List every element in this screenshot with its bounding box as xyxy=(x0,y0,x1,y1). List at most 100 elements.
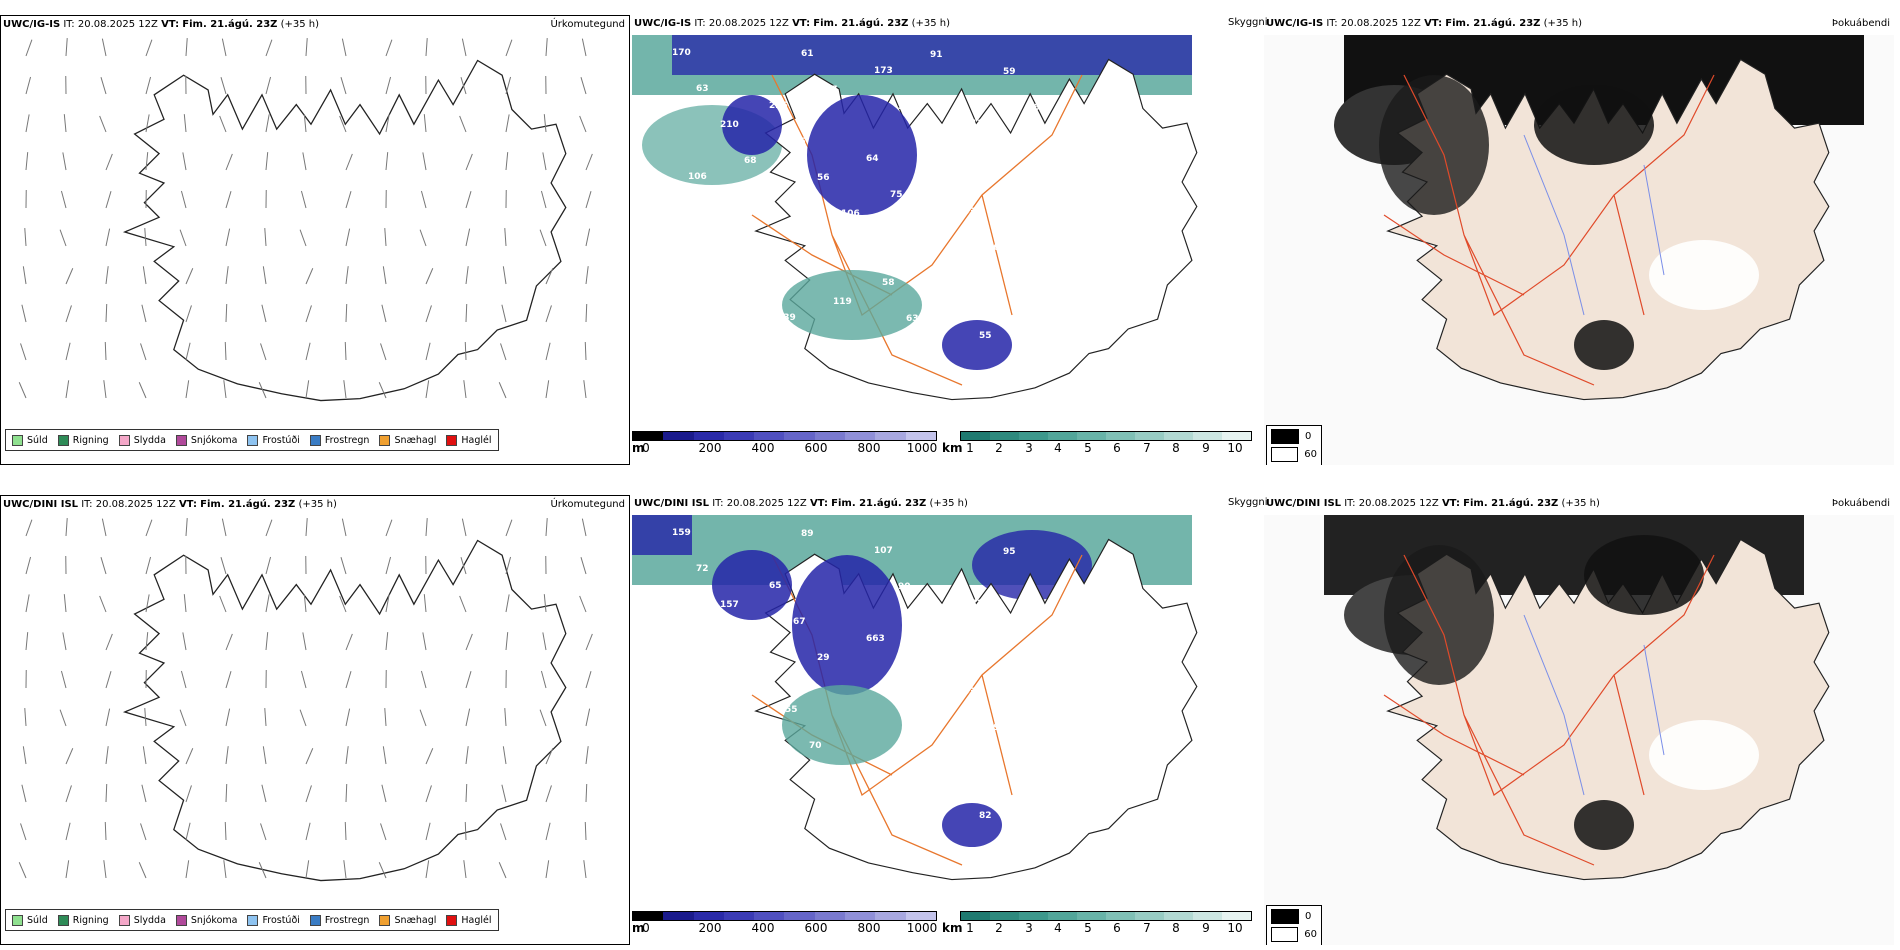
ceiling-label: 94 xyxy=(938,262,951,272)
wind-barb xyxy=(340,557,347,575)
wind-barb xyxy=(505,594,510,613)
wind-barb xyxy=(185,38,188,57)
wind-barb xyxy=(344,342,347,361)
ceiling-label: 58 xyxy=(882,278,895,288)
wind-barb xyxy=(105,228,111,247)
wind-barb xyxy=(104,342,107,361)
wind-barb xyxy=(502,746,507,765)
visibility-panel-top: 170 225 64 63 166 139 173 131 106 134 58 55 63 56 75 86… xyxy=(632,15,1262,465)
ceiling-label: 75 xyxy=(922,138,935,148)
legend-swatch xyxy=(379,434,391,446)
wind-barb xyxy=(385,39,393,57)
wind-barb xyxy=(65,380,70,399)
ceiling-label: 173 xyxy=(874,66,893,76)
legend-item: Rigning xyxy=(57,914,109,926)
legend-swatch xyxy=(12,914,23,926)
ceiling-label: 55 xyxy=(979,331,992,341)
wind-barb xyxy=(505,519,513,537)
wind-barb xyxy=(261,784,267,803)
ceiling-label: 210 xyxy=(720,120,739,130)
wind-barb xyxy=(305,305,312,323)
ceiling-label: 80 xyxy=(704,776,717,786)
wind-barb xyxy=(385,114,390,133)
wind-barb xyxy=(539,229,547,247)
ceiling-label: 60 xyxy=(914,226,927,236)
legend-swatch xyxy=(379,914,391,926)
wind-barb xyxy=(585,191,592,209)
wind-barb xyxy=(385,76,392,95)
legend-swatch xyxy=(446,434,458,446)
ceiling-label: 56 xyxy=(793,137,806,147)
wind-barb xyxy=(305,38,308,57)
ceiling-label: 106 xyxy=(841,209,860,219)
wind-barb xyxy=(465,304,468,323)
ceiling-label: 67 xyxy=(793,617,806,627)
wind-barb xyxy=(343,380,347,399)
wind-barb xyxy=(302,152,307,171)
wind-barb xyxy=(378,862,387,879)
panel-header: UWC/DINI ISL IT: 20.08.2025 12Z VT: Fim.… xyxy=(634,498,968,509)
wind-barb xyxy=(545,380,550,399)
wind-barb xyxy=(225,191,232,209)
wind-barb xyxy=(425,268,434,285)
wind-barb xyxy=(182,152,187,171)
wind-barb xyxy=(425,305,432,323)
wind-barb xyxy=(378,382,387,399)
wind-barb xyxy=(581,38,587,57)
wind-barb xyxy=(105,304,108,323)
wind-barb xyxy=(179,229,187,247)
ceiling-label: 61 xyxy=(914,706,927,716)
wind-barb xyxy=(584,342,587,361)
wind-barb xyxy=(305,822,311,841)
wind-barb xyxy=(381,784,387,803)
wind-barb xyxy=(385,632,389,651)
legend-item: Haglél xyxy=(446,434,492,446)
wind-barb xyxy=(422,152,427,171)
wind-barb xyxy=(422,632,427,651)
wind-barb xyxy=(258,382,267,399)
wind-barb xyxy=(382,266,387,285)
wind-barb xyxy=(183,114,187,133)
wind-barb xyxy=(505,39,513,57)
wind-barb xyxy=(185,380,190,399)
wind-barb xyxy=(423,114,427,133)
wind-barb xyxy=(545,822,551,841)
ceiling-label: 478 xyxy=(680,740,699,750)
wind-barb xyxy=(140,823,147,841)
wind-barb xyxy=(142,266,147,285)
ceiling-label: 72 xyxy=(971,599,984,609)
legend-swatch xyxy=(57,914,69,926)
legend-swatch xyxy=(1271,429,1299,444)
ceiling-colorbar: 0 200 400 600 800 1000 m xyxy=(632,911,937,939)
wind-barb xyxy=(265,39,273,57)
legend-swatch xyxy=(446,914,458,926)
ceiling-label: 90 xyxy=(898,582,911,592)
wind-barb xyxy=(502,266,507,285)
panel-header: UWC/DINI ISL IT: 20.08.2025 12Z VT: Fim.… xyxy=(3,499,337,510)
wind-barb xyxy=(464,342,467,361)
wind-barb xyxy=(542,152,547,171)
wind-barb xyxy=(465,671,472,689)
wind-barb xyxy=(299,229,307,247)
wind-barb xyxy=(460,557,467,575)
wind-barb xyxy=(420,670,427,689)
wind-barb xyxy=(303,114,307,133)
legend-item: Snjókoma xyxy=(175,914,237,926)
wind-barb xyxy=(65,822,71,841)
wind-barb xyxy=(585,304,588,323)
ceiling-label: 59 xyxy=(1003,67,1016,77)
wind-barb xyxy=(581,518,587,537)
wind-barb xyxy=(145,556,152,575)
wind-barb xyxy=(138,382,147,399)
precip-type-legend: Súld Rigning Slydda Snjókoma Frostúði Fr… xyxy=(5,429,499,451)
iceland-visibility-map: 159 65 663 633 478 986 107 72 59 55 60 82 72 67 96 69 80… xyxy=(632,515,1198,881)
wind-barb xyxy=(262,746,267,765)
iceland-wind-map xyxy=(18,38,593,402)
wind-barb xyxy=(265,114,270,133)
wind-barb xyxy=(59,709,67,727)
wind-barb xyxy=(105,633,113,651)
wind-barb xyxy=(500,343,507,361)
wind-barb xyxy=(419,709,427,727)
wind-barb xyxy=(65,785,72,803)
panel-title: Skyggni xyxy=(1228,17,1268,28)
